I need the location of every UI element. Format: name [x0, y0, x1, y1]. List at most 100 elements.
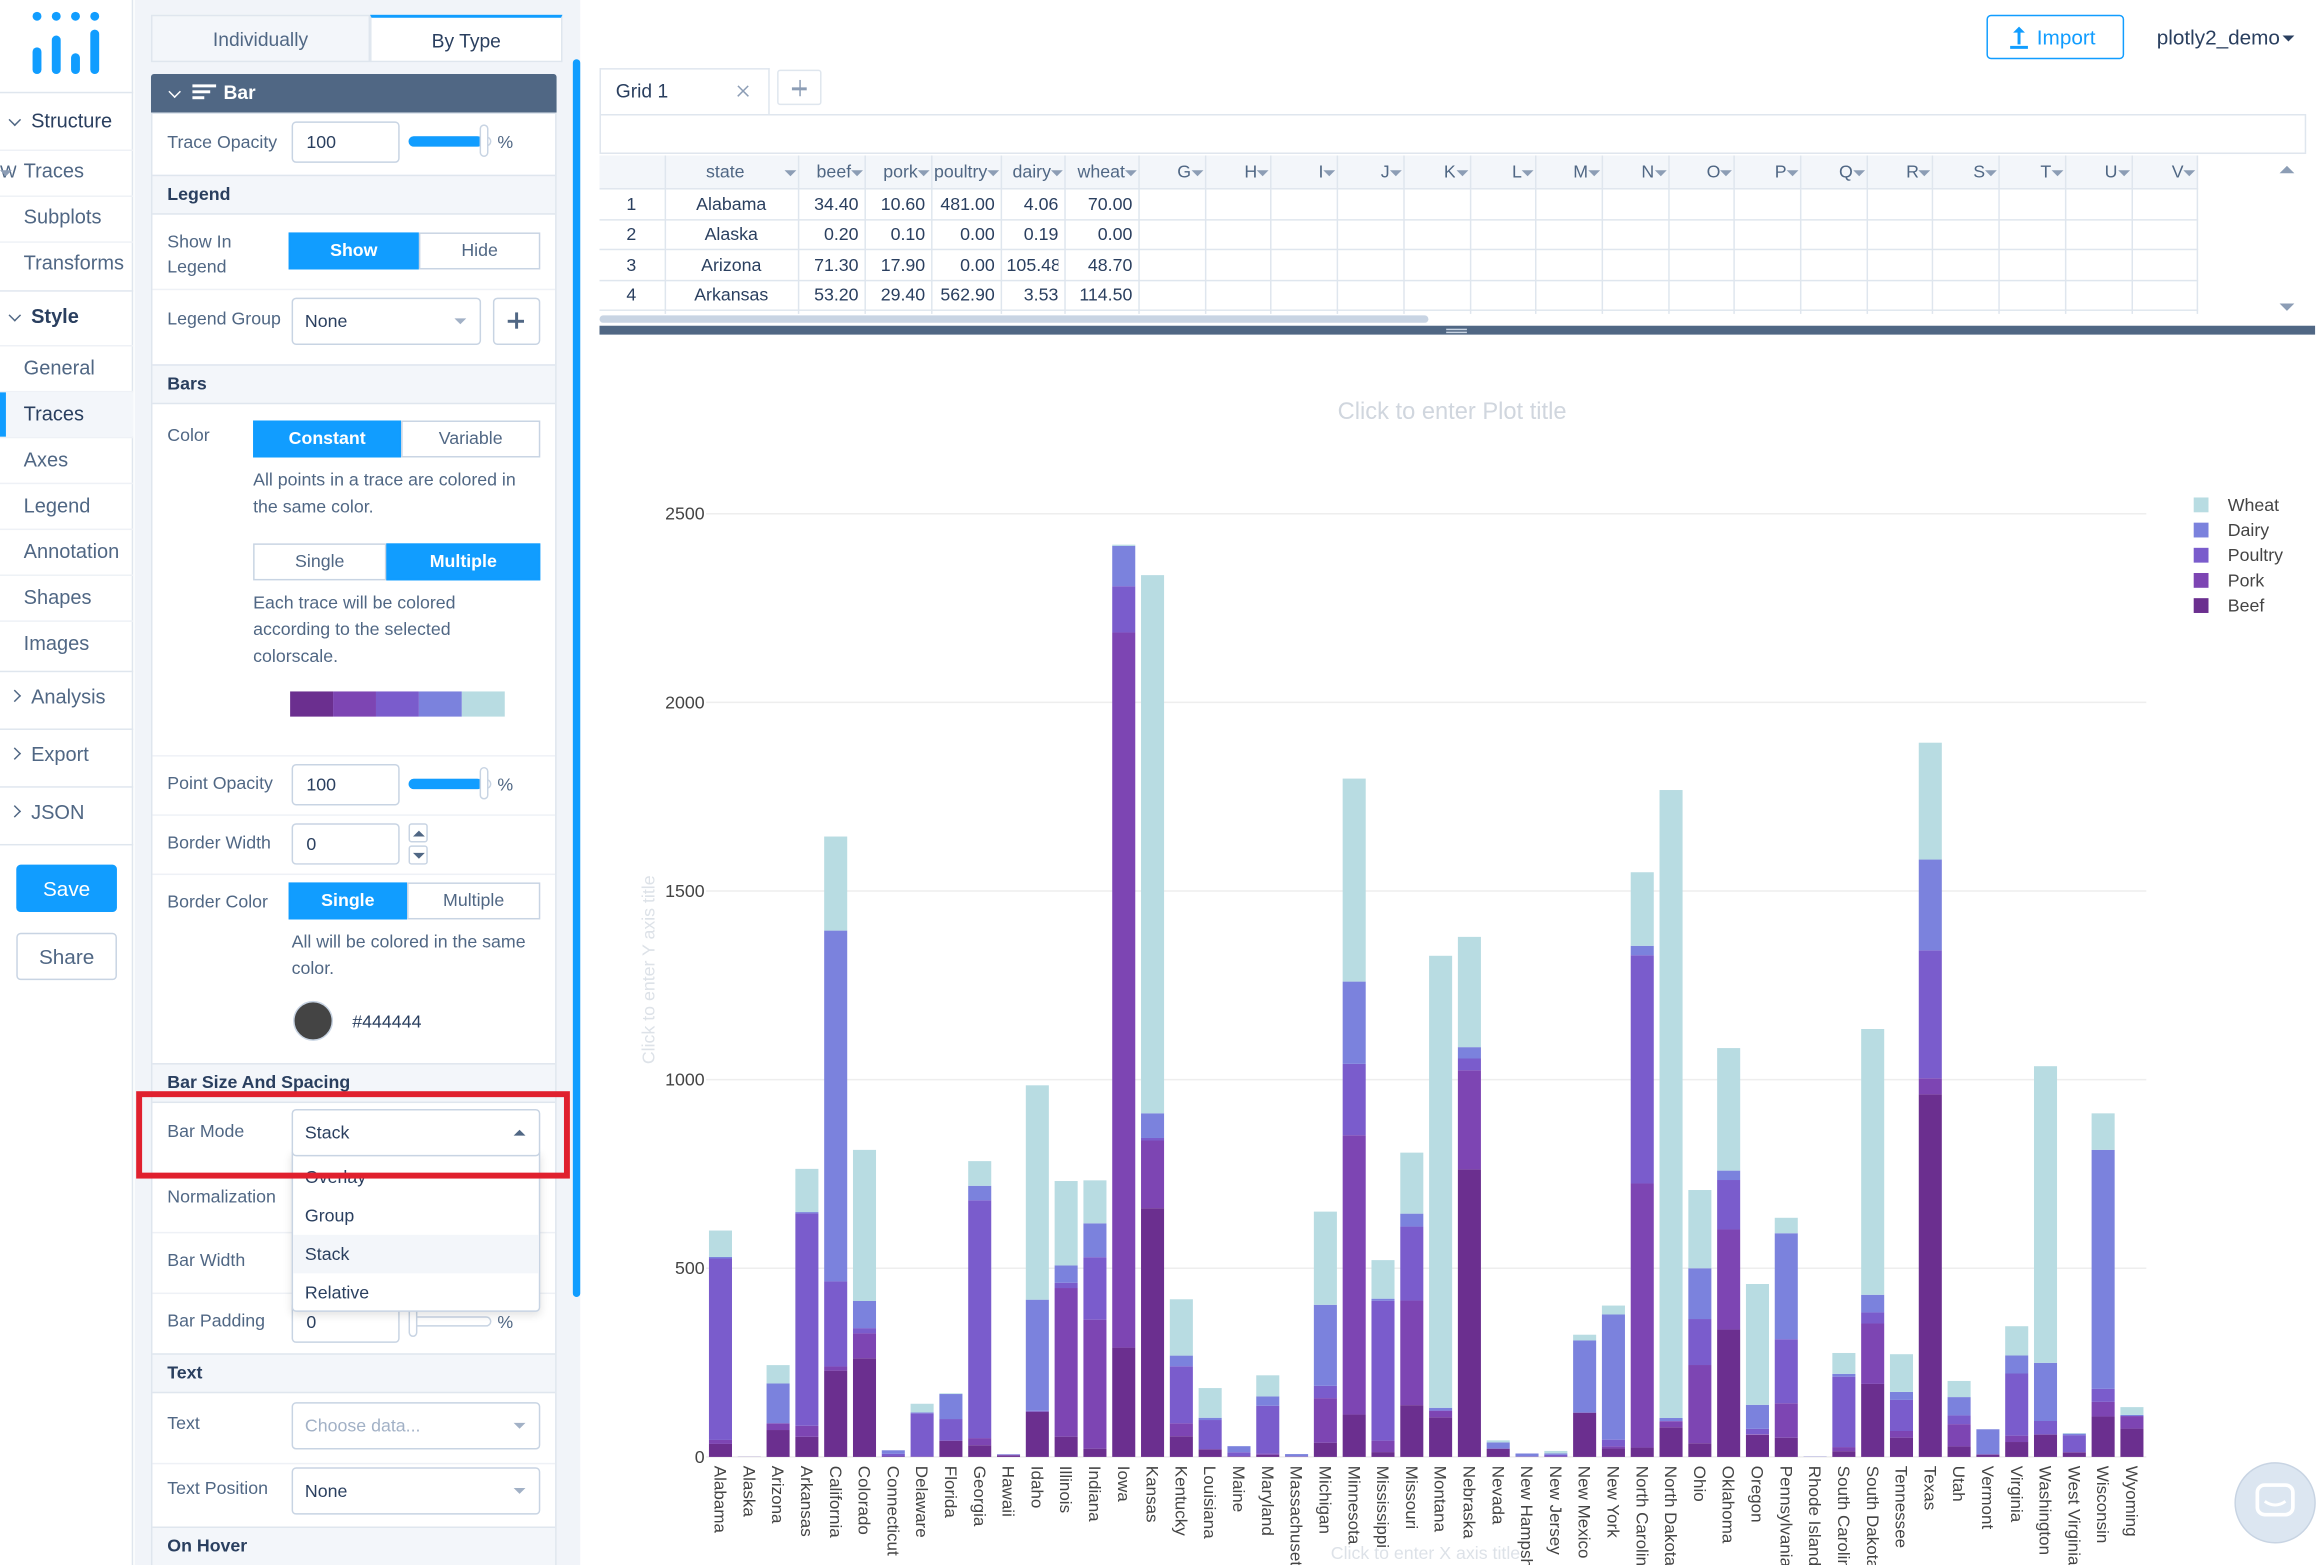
bar-segment [767, 1423, 790, 1430]
bar-segment [968, 1200, 991, 1438]
bar-segment [1256, 1455, 1279, 1457]
bar-segment [1976, 1455, 1999, 1457]
legend-swatch [2194, 548, 2209, 563]
x-tick-label: New York [1604, 1466, 1623, 1538]
bar-segment [1861, 1295, 1884, 1313]
bar-segment [1688, 1365, 1711, 1443]
bar-segment [1573, 1413, 1596, 1457]
bar-segment [1429, 956, 1452, 1408]
bar-segment [1458, 937, 1481, 1047]
x-tick-label: Texas [1920, 1466, 1939, 1510]
bar-segment [1141, 575, 1164, 1113]
bar-segment [1199, 1388, 1222, 1418]
bar-segment [1948, 1446, 1971, 1457]
bar-segment [2034, 1435, 2057, 1457]
bar-segment [1083, 1320, 1106, 1449]
bar-segment [968, 1186, 991, 1200]
bar-segment [1746, 1434, 1769, 1435]
bar-segment [1919, 1094, 1942, 1457]
x-tick-label: Rhode Island [1805, 1466, 1824, 1565]
bar-segment [2120, 1415, 2143, 1416]
bar-segment [1371, 1452, 1394, 1457]
bar-segment [1227, 1446, 1250, 1452]
y-axis-title: Click to enter Y axis title [638, 875, 658, 1064]
y-tick-label: 1500 [665, 881, 705, 901]
x-tick-label: Wyoming [2122, 1466, 2141, 1537]
bar-segment [1890, 1392, 1913, 1400]
x-tick-label: Mississippi [1373, 1466, 1392, 1548]
x-tick-label: Nevada [1488, 1466, 1507, 1525]
bar-segment [1314, 1386, 1337, 1398]
bar-segment [2005, 1442, 2028, 1457]
bar-segment [824, 931, 847, 1282]
bar-segment [939, 1393, 962, 1394]
bar-segment [1141, 1208, 1164, 1457]
x-tick-label: Arkansas [797, 1466, 816, 1537]
x-tick-label: Minnesota [1344, 1466, 1363, 1545]
bar-segment [795, 1426, 818, 1437]
bar-segment [1861, 1312, 1884, 1323]
bar-segment [1170, 1423, 1193, 1436]
x-tick-label: Alabama [711, 1466, 730, 1534]
x-tick-label: North Dakota [1661, 1466, 1680, 1565]
bar-segment [1861, 1029, 1884, 1295]
bar-segment [911, 1412, 934, 1413]
y-tick-label: 1000 [665, 1070, 705, 1090]
chat-launcher[interactable] [2235, 1463, 2315, 1543]
x-axis-title: Click to enter X axis title [1331, 1543, 1521, 1563]
bar-segment [1112, 586, 1135, 632]
bar-segment [1775, 1403, 1798, 1437]
legend-label: Beef [2228, 595, 2265, 615]
bar-segment [2034, 1421, 2057, 1434]
bar-segment [2120, 1429, 2143, 1457]
x-tick-label: Pennsylvania [1776, 1466, 1795, 1565]
bar-segment [882, 1450, 905, 1454]
legend-label: Pork [2228, 570, 2265, 590]
bar-segment [1458, 1047, 1481, 1058]
bar-segment [1343, 1415, 1366, 1457]
bar-segment [795, 1213, 818, 1425]
bar-segment [1631, 946, 1654, 955]
x-tick-label: Maryland [1258, 1466, 1277, 1536]
bar-segment [1660, 1421, 1683, 1427]
bar-segment [1314, 1305, 1337, 1386]
bar-segment [709, 1444, 732, 1457]
bar-segment [2092, 1113, 2115, 1149]
bar-segment [1631, 872, 1654, 946]
bar-segment [1976, 1429, 1999, 1454]
bar-segment [709, 1440, 732, 1444]
bar-segment [1371, 1299, 1394, 1301]
bar-segment [1487, 1442, 1510, 1448]
bar-segment [1861, 1384, 1884, 1457]
bar-segment [1602, 1440, 1625, 1447]
bar-segment [1861, 1323, 1884, 1383]
bar-segment [767, 1430, 790, 1457]
bar-segment [1660, 1418, 1683, 1421]
bar-segment [1832, 1447, 1855, 1451]
bar-segment [1400, 1405, 1423, 1457]
bar-segment [795, 1212, 818, 1213]
bar-segment [968, 1445, 991, 1457]
bar-segment [1199, 1420, 1222, 1449]
bar-segment [1343, 1135, 1366, 1414]
bar-segment [1285, 1454, 1308, 1456]
bar-segment [1227, 1452, 1250, 1456]
x-tick-label: Connecticut [883, 1466, 902, 1556]
bar-segment [1573, 1340, 1596, 1412]
legend-swatch [2194, 598, 2209, 613]
bar-segment [1083, 1180, 1106, 1223]
y-tick-label: 500 [675, 1258, 705, 1278]
bar-segment [1458, 1070, 1481, 1169]
bar-segment [1112, 632, 1135, 1347]
bar-segment [2120, 1407, 2143, 1415]
x-tick-label: Idaho [1027, 1466, 1046, 1509]
bar-segment [1919, 1078, 1942, 1094]
x-tick-label: Georgia [970, 1466, 989, 1527]
x-tick-label: New Mexico [1575, 1466, 1594, 1559]
x-tick-label: Virginia [2007, 1466, 2026, 1523]
bar-segment [1343, 779, 1366, 982]
bar-segment [767, 1383, 790, 1423]
bar-segment [2034, 1066, 2057, 1363]
bar-segment [1026, 1411, 1049, 1412]
bar-segment [1746, 1429, 1769, 1434]
